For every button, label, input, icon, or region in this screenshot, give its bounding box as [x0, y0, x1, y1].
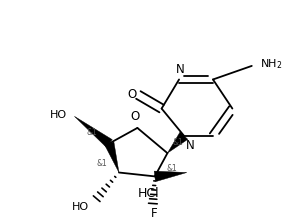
Text: HCl: HCl	[138, 187, 160, 200]
Text: N: N	[186, 139, 195, 152]
Text: NH$_2$: NH$_2$	[260, 57, 283, 71]
Text: O: O	[131, 110, 140, 123]
Polygon shape	[74, 116, 112, 147]
Text: O: O	[127, 87, 136, 101]
Polygon shape	[167, 132, 188, 153]
Text: &1: &1	[87, 128, 98, 137]
Text: &1: &1	[172, 138, 183, 147]
Text: HO: HO	[50, 110, 67, 120]
Text: &1: &1	[167, 164, 177, 172]
Text: N: N	[176, 63, 184, 76]
Polygon shape	[105, 142, 119, 172]
Text: HO: HO	[72, 202, 89, 212]
Text: F: F	[151, 207, 157, 220]
Polygon shape	[154, 171, 187, 182]
Text: &1: &1	[97, 159, 107, 168]
